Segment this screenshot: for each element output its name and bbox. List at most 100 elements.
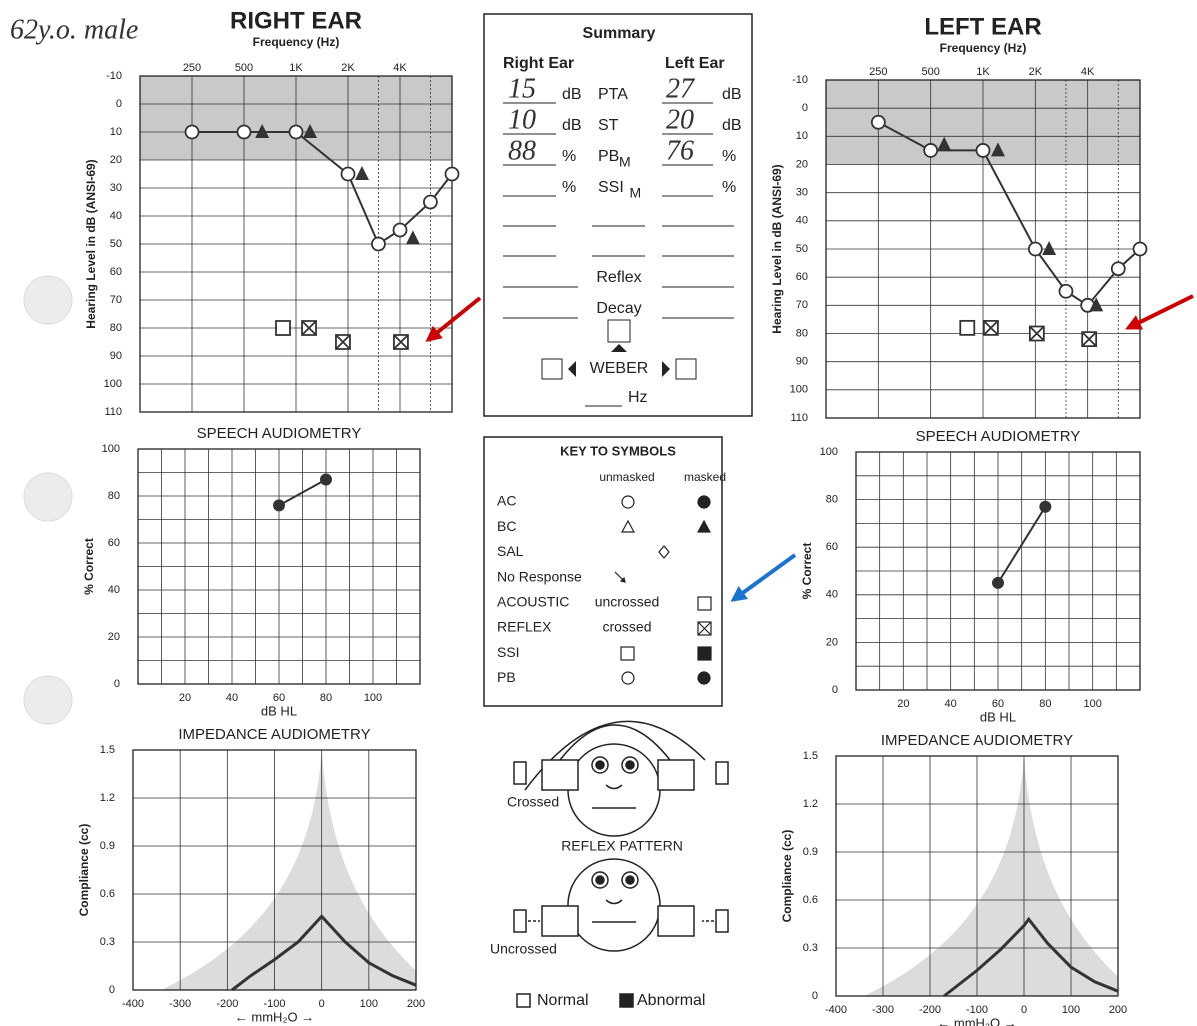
weber-unit: Hz (628, 389, 648, 406)
key-label: No Response (497, 568, 582, 584)
y-tick-label: 30 (110, 182, 122, 194)
marker-dot (320, 474, 332, 486)
y-tick-label: 20 (796, 158, 808, 170)
y-tick-label: 1.2 (100, 792, 115, 804)
y-tick-label: 1.2 (803, 798, 818, 810)
y-tick-label: 20 (108, 631, 120, 643)
marker-circle (1059, 285, 1072, 298)
x-tick-label: -200 (216, 998, 238, 1010)
y-tick-label: 100 (104, 378, 122, 390)
marker-circle (186, 126, 199, 139)
x-tick-label: 200 (1109, 1004, 1127, 1016)
x-tick-label: 100 (1083, 698, 1101, 710)
marker-dot (1039, 501, 1051, 513)
x-axis-label: ← mmH₂O → (235, 1009, 314, 1024)
marker-dot (992, 577, 1004, 589)
right-value: 15 (508, 73, 536, 104)
x-tick-label: 40 (945, 698, 957, 710)
marker-square (960, 321, 974, 335)
right-value: 88 (508, 135, 536, 166)
x-tick-label: 200 (407, 998, 425, 1010)
x-tick-label: 20 (179, 692, 191, 704)
x-axis-label: ← mmH₂O → (937, 1015, 1016, 1026)
marker-square (276, 321, 290, 335)
normal-label: Normal (537, 992, 589, 1009)
reflex-pattern-title: REFLEX PATTERN (561, 838, 683, 854)
y-tick-label: 40 (108, 584, 120, 596)
y-tick-label: 0.6 (803, 894, 818, 906)
marker-crossed-square (394, 335, 408, 349)
key-masked: masked (684, 470, 726, 484)
marker-circle (424, 196, 437, 209)
marker-crossed-square (336, 335, 350, 349)
x-tick-label: 100 (1062, 1004, 1080, 1016)
patient-note: 62y.o. male (10, 14, 138, 45)
y-tick-label: 0.6 (100, 888, 115, 900)
marker-crossed-square (1030, 327, 1044, 341)
marker-circle (924, 144, 937, 157)
marker-crossed-square (1082, 332, 1096, 346)
x-tick-label: 60 (992, 698, 1004, 710)
x-tick-label: -300 (169, 998, 191, 1010)
y-tick-label: 80 (108, 490, 120, 502)
reflex-label: Reflex (596, 269, 641, 286)
chart-title: SPEECH AUDIOMETRY (197, 425, 362, 442)
row-label: SSI (598, 179, 624, 196)
key-label: BC (497, 518, 516, 534)
marker-circle (290, 126, 303, 139)
x-tick-label: 500 (235, 62, 253, 74)
right-unit: % (562, 148, 576, 165)
marker-crossed-square (302, 321, 316, 335)
marker-circle (342, 168, 355, 181)
x-tick-label: 4K (1081, 66, 1095, 78)
weber-label: WEBER (590, 360, 649, 377)
y-tick-label: 20 (826, 636, 838, 648)
y-axis-label: % Correct (800, 543, 814, 600)
abnormal-label: Abnormal (637, 992, 705, 1009)
chart-title: RIGHT EAR (230, 7, 362, 34)
x-tick-label: 60 (273, 692, 285, 704)
chart-title: IMPEDANCE AUDIOMETRY (881, 732, 1073, 749)
key-label: AC (497, 493, 516, 509)
key-sublabel: crossed (602, 619, 651, 635)
x-tick-label: 1K (289, 62, 303, 74)
y-tick-label: 0.9 (100, 840, 115, 852)
x-tick-label: 20 (897, 698, 909, 710)
y-tick-label: 10 (110, 126, 122, 138)
x-tick-label: -400 (122, 998, 144, 1010)
y-tick-label: 110 (790, 412, 808, 424)
x-tick-label: 2K (1029, 66, 1043, 78)
y-tick-label: 60 (108, 537, 120, 549)
y-tick-label: -10 (792, 74, 808, 86)
x-tick-label: 4K (393, 62, 407, 74)
y-tick-label: 0 (109, 984, 115, 996)
y-tick-label: 0 (832, 684, 838, 696)
left-unit: dB (722, 117, 742, 134)
y-tick-label: 50 (110, 238, 122, 250)
key-unmasked: unmasked (599, 470, 654, 484)
audiogram-form: 62y.o. male -100102030405060708090100110… (0, 0, 1197, 1026)
marker-circle (372, 238, 385, 251)
y-axis-label: Hearing Level in dB (ANSI-69) (84, 159, 98, 328)
chart-subtitle: Frequency (Hz) (253, 35, 340, 49)
y-tick-label: 40 (796, 215, 808, 227)
y-tick-label: 0.3 (100, 936, 115, 948)
key-label: PB (497, 669, 516, 685)
x-tick-label: 2K (341, 62, 355, 74)
y-tick-label: 40 (826, 589, 838, 601)
marker-circle (872, 116, 885, 129)
row-label: ST (598, 117, 619, 134)
marker-circle (977, 144, 990, 157)
row-label-sub: M (619, 154, 631, 170)
left-unit: % (722, 179, 736, 196)
y-tick-label: 80 (110, 322, 122, 334)
left-value: 76 (666, 135, 694, 166)
row-label: PB (598, 148, 619, 165)
chart-title: LEFT EAR (924, 13, 1041, 40)
y-tick-label: 70 (796, 299, 808, 311)
y-tick-label: 100 (790, 384, 808, 396)
y-tick-label: 10 (796, 130, 808, 142)
y-tick-label: 80 (826, 494, 838, 506)
y-tick-label: 50 (796, 243, 808, 255)
key-title: KEY TO SYMBOLS (560, 443, 676, 458)
